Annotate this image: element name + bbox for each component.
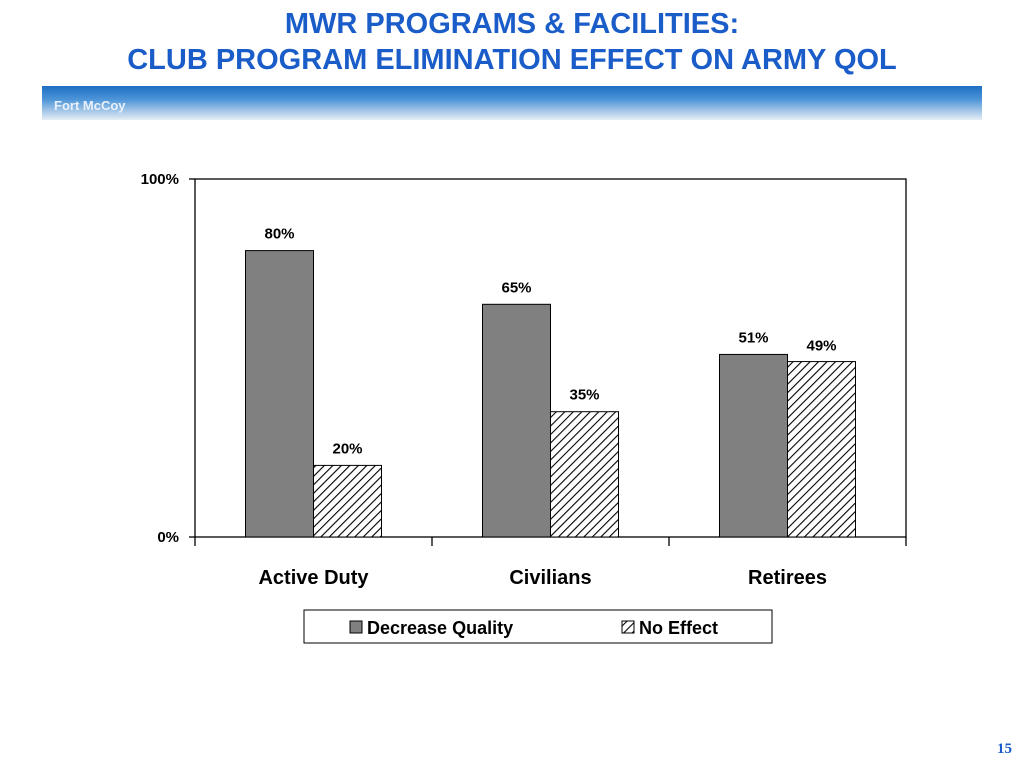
legend-label: Decrease Quality: [367, 618, 513, 638]
y-tick-label: 100%: [141, 171, 179, 188]
title-line-1: MWR PROGRAMS & FACILITIES:: [284, 8, 740, 40]
bar-decrease-quality: [245, 250, 314, 538]
bar-no-effect: [550, 411, 619, 538]
x-category-label: Active Duty: [258, 567, 369, 589]
page-title: MWR PROGRAMS & FACILITIES: CLUB PROGRAM …: [0, 6, 1024, 78]
legend-swatch: [349, 620, 363, 634]
bar-decrease-quality: [719, 353, 788, 538]
page-number: 15: [997, 741, 1012, 757]
header-banner: Fort McCoy: [42, 86, 982, 120]
data-label: 80%: [264, 226, 294, 243]
data-label: 20%: [332, 440, 362, 457]
banner-label: Fort McCoy: [54, 98, 126, 113]
title-line-2: CLUB PROGRAM ELIMINATION EFFECT ON ARMY …: [127, 44, 897, 76]
y-tick-label: 0%: [157, 529, 179, 546]
legend: [303, 609, 773, 644]
legend-label: No Effect: [639, 618, 718, 638]
data-label: 51%: [738, 329, 768, 346]
legend-swatch: [621, 620, 635, 634]
bar-no-effect: [787, 361, 856, 538]
x-category-label: Civilians: [509, 567, 591, 589]
bar-decrease-quality: [482, 303, 551, 538]
x-category-label: Retirees: [748, 567, 827, 589]
data-label: 35%: [569, 387, 599, 404]
data-label: 65%: [501, 279, 531, 296]
bar-no-effect: [313, 464, 382, 538]
data-label: 49%: [806, 338, 836, 355]
